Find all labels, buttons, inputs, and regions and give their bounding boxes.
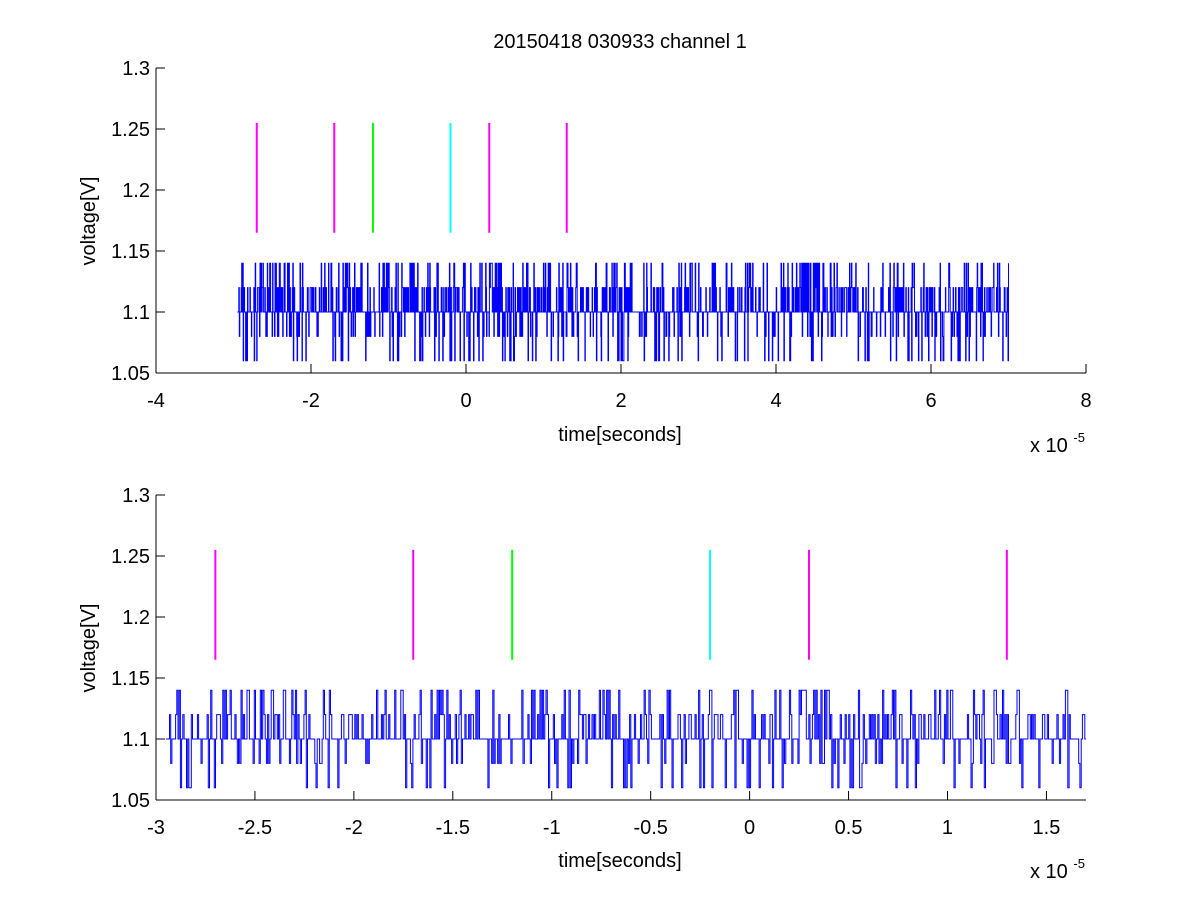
top-y-tick-label: 1.1 [122,302,150,324]
top-x-tick-label: 8 [1080,390,1091,412]
bottom-y-tick-label: 1.1 [122,729,150,751]
top-x-exponent: x 10 -5 [1030,430,1085,457]
top-signal-series [237,262,1009,362]
bottom-xlabel: time[seconds] [558,850,681,872]
figure-title: 20150418 030933 channel 1 [493,31,747,53]
bottom-x-exponent: x 10 -5 [1030,856,1085,883]
top-x-exponent-power: -5 [1073,430,1085,445]
bottom-x-tick-label: 1 [942,817,953,839]
bottom-y-tick-label: 1.3 [122,485,150,507]
top-y-tick-label: 1.25 [111,119,150,141]
bottom-x-tick-label: -1.5 [436,817,470,839]
top-subplot: time[seconds] voltage[V] x 10 -5 -4 -2 0 2 4… [78,58,1092,457]
bottom-y-tick-label: 1.05 [111,790,150,812]
top-y-tick-label: 1.2 [122,180,150,202]
bottom-x-tick-label: -1 [543,817,561,839]
top-x-tick-label: 4 [770,390,781,412]
bottom-x-tick-label: 1.5 [1033,817,1061,839]
top-x-tick-label: -4 [147,390,165,412]
bottom-y-tick-label: 1.2 [122,607,150,629]
top-y-tick-label: 1.05 [111,363,150,385]
top-xlabel: time[seconds] [558,424,681,446]
top-x-tick-label: 2 [615,390,626,412]
bottom-signal-series [165,689,1086,789]
top-x-tick-label: 6 [925,390,936,412]
top-y-tick-label: 1.15 [111,241,150,263]
bottom-y-tick-label: 1.25 [111,546,150,568]
bottom-x-tick-label: 0 [744,817,755,839]
top-x-exponent-base: x 10 [1030,435,1068,457]
bottom-y-tick-label: 1.15 [111,668,150,690]
top-x-tick-label: -2 [302,390,320,412]
bottom-ylabel: voltage[V] [78,604,100,693]
bottom-x-exponent-power: -5 [1073,856,1085,871]
bottom-x-tick-label: -3 [147,817,165,839]
top-ylabel: voltage[V] [78,177,100,266]
bottom-x-tick-label: -2 [345,817,363,839]
bottom-x-exponent-base: x 10 [1030,861,1068,883]
top-y-tick-label: 1.3 [122,58,150,80]
bottom-subplot: time[seconds] voltage[V] x 10 -5 -3 -2.5 -… [78,485,1086,883]
bottom-x-tick-label: -0.5 [633,817,667,839]
bottom-x-tick-label: 0.5 [835,817,863,839]
top-x-tick-label: 0 [460,390,471,412]
bottom-x-tick-label: -2.5 [238,817,272,839]
